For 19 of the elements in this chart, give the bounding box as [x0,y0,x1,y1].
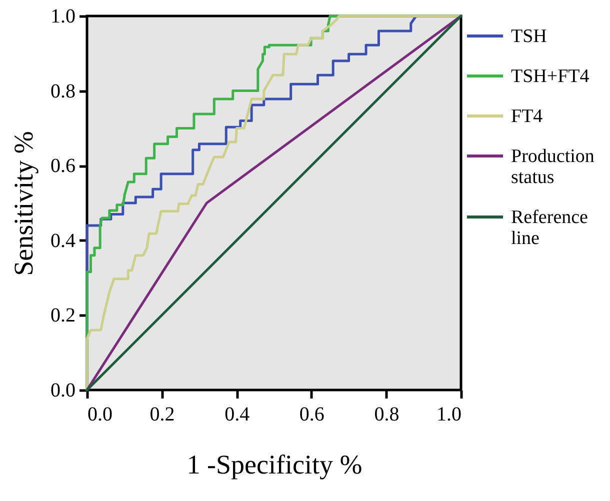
y-tick-label: 0.6 [50,155,76,178]
legend-label: TSH [511,26,548,47]
x-tick-label: 0.4 [224,404,250,426]
y-tick-label: 0.2 [50,304,76,327]
legend-label: FT4 [511,106,544,127]
x-axis-title: 1 -Specificity % [186,450,362,480]
y-axis-title: Sensitivity % [8,131,38,276]
x-tick-label: 1.0 [436,404,462,426]
x-tick-label: 0.0 [88,404,112,426]
legend-label: TSH+FT4 [511,66,590,87]
y-tick-label: 0.8 [50,80,76,102]
y-tick-label: 1.0 [50,6,76,28]
legend-label: Reference line [511,207,588,249]
y-tick-label: 0.4 [50,230,76,252]
legend-label: Production status [511,146,595,188]
x-tick-label: 0.8 [374,404,400,426]
x-tick-label: 0.2 [150,404,175,426]
x-tick-label: 0.6 [299,404,324,426]
y-tick-label: 0.0 [50,380,76,402]
